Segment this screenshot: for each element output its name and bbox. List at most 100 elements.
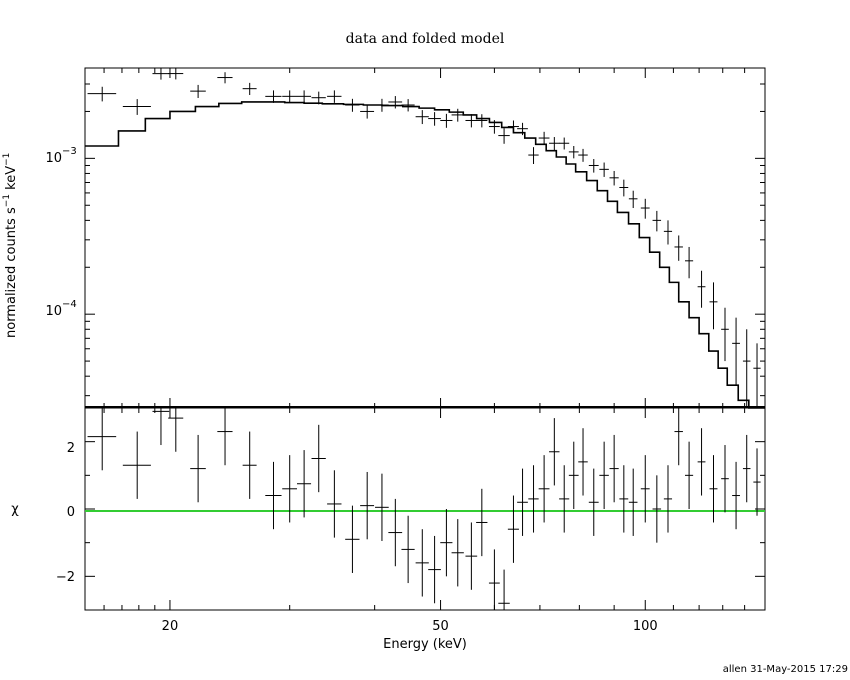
data-point xyxy=(652,210,662,232)
residual-point xyxy=(640,455,650,523)
y-tick-label-2: 2 xyxy=(67,441,75,456)
residual-point xyxy=(488,549,500,610)
y-tick-label-exp: −4 xyxy=(62,299,77,310)
residual-point xyxy=(451,519,464,587)
data-point xyxy=(619,179,629,197)
residual-point xyxy=(753,448,761,516)
residual-point xyxy=(588,468,599,536)
residual-point xyxy=(296,450,312,518)
top-y-axis-label: normalized counts s−1 keV−1 xyxy=(2,153,19,338)
residual-points xyxy=(87,408,761,610)
data-point xyxy=(663,220,673,245)
residual-point xyxy=(311,424,326,493)
residual-point xyxy=(528,465,539,533)
data-point xyxy=(401,99,415,112)
residual-point xyxy=(609,434,619,503)
data-point xyxy=(721,307,729,362)
data-point xyxy=(588,159,599,173)
bottom-panel-ticks xyxy=(84,407,766,611)
data-point xyxy=(345,98,360,112)
residual-point xyxy=(549,418,560,486)
data-point xyxy=(559,137,570,150)
residual-point xyxy=(628,468,638,536)
data-point xyxy=(709,282,718,330)
x-tick-label-50: 50 xyxy=(432,619,449,634)
residual-point xyxy=(498,569,510,610)
residual-point xyxy=(87,408,117,471)
residual-point xyxy=(721,445,729,513)
chart-title: data and folded model xyxy=(346,31,505,47)
data-point xyxy=(674,235,683,261)
residual-point xyxy=(742,434,751,503)
top-y-tick-label-1e-3: 10 −3 xyxy=(45,146,76,166)
data-point xyxy=(517,122,528,136)
data-point xyxy=(609,170,619,186)
data-point xyxy=(599,162,609,177)
residual-point xyxy=(428,535,441,604)
data-point xyxy=(296,90,312,103)
data-point xyxy=(451,108,464,122)
data-point xyxy=(628,190,638,209)
model-histogram xyxy=(85,101,765,409)
data-point xyxy=(507,120,519,134)
data-point xyxy=(388,96,403,109)
residual-point xyxy=(559,465,570,533)
residual-point xyxy=(440,509,453,577)
residual-point xyxy=(168,408,184,452)
residual-point xyxy=(465,522,478,590)
residual-point xyxy=(663,465,673,533)
data-point xyxy=(578,148,588,162)
residual-point xyxy=(709,455,718,523)
top-panel-frame xyxy=(84,67,766,409)
residual-point xyxy=(697,428,706,496)
residual-point xyxy=(674,408,683,466)
data-point xyxy=(440,113,453,128)
bottom-panel: 2 0 −2 χ 20 50 100 Energy (keV) xyxy=(11,407,766,652)
data-point xyxy=(476,114,488,128)
residual-point xyxy=(401,515,415,584)
data-point xyxy=(528,147,539,164)
y-tick-label-base: 10 xyxy=(45,151,62,166)
top-y-tick-label-1e-4: 10 −4 xyxy=(45,299,76,319)
residual-point xyxy=(388,498,403,567)
residual-point xyxy=(345,505,360,573)
residual-point xyxy=(476,488,488,557)
residual-point xyxy=(619,465,629,533)
data-point xyxy=(217,72,233,84)
data-point xyxy=(549,137,560,151)
data-point xyxy=(87,86,117,102)
data-point xyxy=(265,90,282,103)
data-point xyxy=(327,90,342,103)
data-point xyxy=(190,84,206,98)
y-tick-label-0: 0 xyxy=(67,505,75,520)
data-point xyxy=(640,198,650,219)
data-point xyxy=(498,128,510,144)
residual-point xyxy=(360,471,375,540)
residual-point xyxy=(282,455,297,523)
data-point xyxy=(428,112,441,126)
data-point xyxy=(732,317,740,386)
residual-point xyxy=(517,468,528,536)
x-tick-label-100: 100 xyxy=(633,619,658,634)
residual-point xyxy=(265,461,282,530)
data-points xyxy=(87,68,761,408)
residual-point xyxy=(568,441,579,509)
y-tick-label-exp: −3 xyxy=(62,146,77,157)
model-step-line xyxy=(85,101,765,409)
x-axis-label: Energy (keV) xyxy=(383,637,467,652)
data-point xyxy=(122,99,151,115)
data-point xyxy=(360,104,375,119)
data-point xyxy=(282,90,297,103)
residual-point xyxy=(599,441,609,509)
data-point xyxy=(311,91,326,105)
residual-point xyxy=(122,431,151,499)
data-point xyxy=(242,82,257,95)
residual-point xyxy=(242,431,257,499)
y-tick-label-base: 10 xyxy=(45,304,62,319)
data-point xyxy=(568,146,579,159)
top-panel: 10 −3 10 −4 normalized counts s−1 keV−1 xyxy=(2,67,766,409)
data-point xyxy=(742,329,751,408)
residual-point xyxy=(415,529,429,597)
data-point xyxy=(684,246,694,279)
